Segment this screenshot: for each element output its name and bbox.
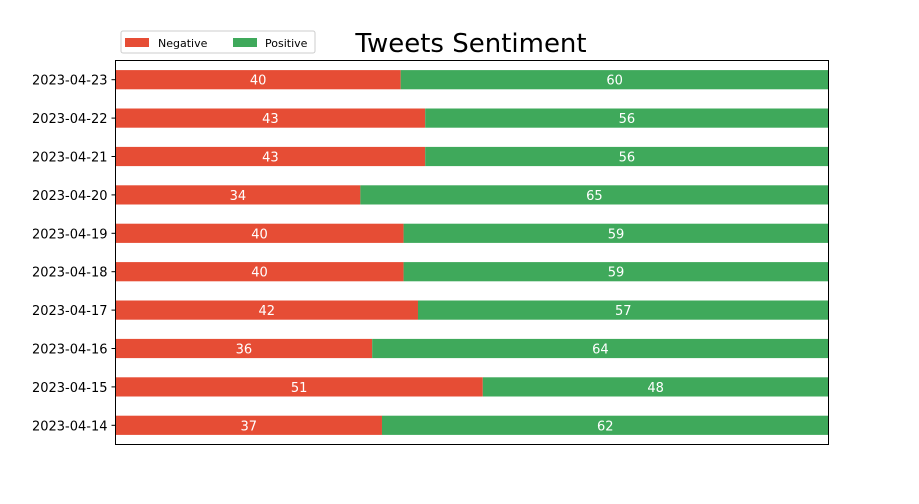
data-label-positive-2023-04-21: 56 [619, 151, 636, 166]
bar-positive-2023-04-17 [417, 300, 829, 320]
legend-label-negative: Negative [158, 37, 208, 50]
y-tick-label-2023-04-21: 2023-04-21 [32, 151, 108, 166]
bar-positive-2023-04-23 [400, 70, 829, 90]
bar-negative-2023-04-21 [115, 146, 426, 167]
legend: Negative Positive [120, 30, 316, 54]
bar-positive-2023-04-20 [360, 185, 829, 205]
bar-negative-2023-04-20 [115, 185, 361, 205]
y-tick-label-2023-04-17: 2023-04-17 [32, 304, 108, 319]
data-label-positive-2023-04-20: 65 [586, 189, 603, 204]
bar-negative-2023-04-18 [115, 262, 404, 282]
y-tick-label-2023-04-14: 2023-04-14 [32, 419, 108, 434]
bar-positive-2023-04-16 [372, 338, 829, 359]
data-label-negative-2023-04-16: 36 [236, 343, 253, 358]
bar-negative-2023-04-23 [115, 70, 401, 90]
y-tick-label-2023-04-18: 2023-04-18 [32, 266, 108, 281]
data-label-positive-2023-04-23: 60 [606, 74, 623, 89]
plot-frame [115, 60, 829, 445]
data-label-negative-2023-04-17: 42 [258, 304, 275, 319]
bar-positive-2023-04-18 [403, 262, 829, 282]
data-label-positive-2023-04-18: 59 [608, 266, 625, 281]
legend-swatch-negative [125, 38, 149, 47]
data-label-negative-2023-04-22: 43 [262, 112, 279, 127]
y-tick-label-2023-04-15: 2023-04-15 [32, 381, 108, 396]
data-label-positive-2023-04-22: 56 [619, 112, 636, 127]
y-tick-label-2023-04-23: 2023-04-23 [32, 74, 108, 89]
bar-positive-2023-04-21 [425, 146, 829, 167]
y-axis: 2023-04-23 2023-04-22 2023-04-21 2023-04-20… [32, 74, 116, 434]
data-label-negative-2023-04-21: 43 [262, 151, 279, 166]
data-label-positive-2023-04-16: 64 [592, 343, 609, 358]
legend-frame [120, 30, 316, 54]
y-tick-label-2023-04-22: 2023-04-22 [32, 112, 108, 127]
data-label-negative-2023-04-20: 34 [230, 189, 247, 204]
data-label-negative-2023-04-19: 40 [251, 227, 268, 242]
data-label-negative-2023-04-23: 40 [250, 74, 267, 89]
bar-positive-2023-04-22 [425, 108, 829, 128]
legend-swatch-positive [233, 38, 257, 47]
bar-negative-2023-04-16 [115, 338, 373, 359]
data-label-positive-2023-04-19: 59 [608, 227, 625, 242]
bars-layer: 40 60 43 56 43 56 34 65 40 59 40 59 42 57 36 64 51 48 37 62 [115, 70, 829, 435]
y-tick-label-2023-04-20: 2023-04-20 [32, 189, 108, 204]
data-label-negative-2023-04-14: 37 [240, 419, 257, 434]
data-label-negative-2023-04-15: 51 [291, 381, 308, 396]
bar-negative-2023-04-14 [115, 415, 382, 435]
bar-negative-2023-04-15 [115, 377, 483, 397]
data-label-positive-2023-04-17: 57 [615, 304, 632, 319]
data-label-negative-2023-04-18: 40 [251, 266, 268, 281]
chart-title: Tweets Sentiment [354, 29, 586, 59]
data-label-positive-2023-04-15: 48 [647, 381, 664, 396]
bar-negative-2023-04-22 [115, 108, 426, 128]
y-tick-label-2023-04-19: 2023-04-19 [32, 227, 108, 242]
bar-positive-2023-04-15 [482, 377, 829, 397]
bar-positive-2023-04-14 [381, 415, 829, 435]
bar-negative-2023-04-17 [115, 300, 418, 320]
bar-negative-2023-04-19 [115, 223, 404, 243]
y-tick-label-2023-04-16: 2023-04-16 [32, 343, 108, 358]
bar-positive-2023-04-19 [403, 223, 829, 243]
data-label-positive-2023-04-14: 62 [597, 419, 614, 434]
legend-label-positive: Positive [265, 37, 308, 50]
